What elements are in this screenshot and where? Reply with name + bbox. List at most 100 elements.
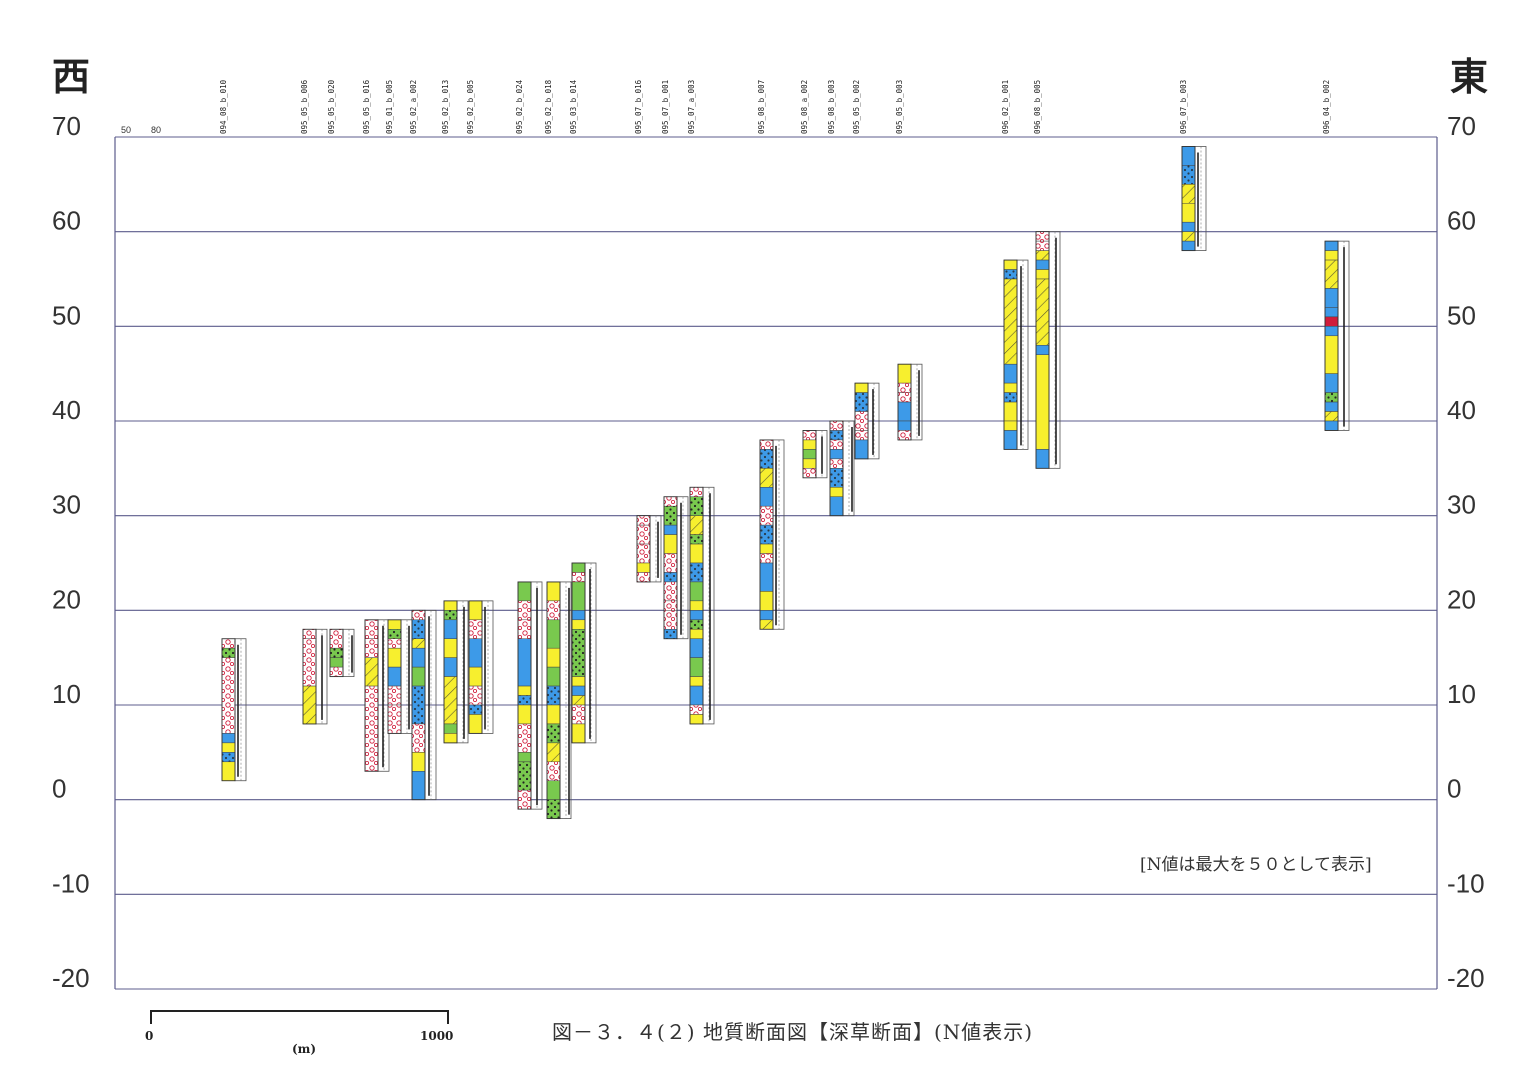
borehole-095_05_b_003: 095_05_b_003 — [895, 80, 923, 441]
blue-dot-pattern — [412, 619, 425, 639]
borehole-095_07_b_016: 095_07_b_016 — [634, 79, 662, 583]
tick-label-left-50: 50 — [52, 300, 81, 330]
gravel-pattern — [690, 705, 703, 715]
gravel-pattern — [547, 761, 560, 781]
hatch-pattern — [1325, 260, 1338, 289]
scale-unit-label: (m) — [292, 1042, 317, 1056]
blue-dot-pattern — [760, 525, 773, 545]
gravel-pattern — [469, 619, 482, 639]
gravel-pattern — [388, 705, 401, 734]
borehole-094_08_b_010: 094_08_b_010 — [219, 79, 247, 782]
borehole-id-label: 095_07_b_001 — [661, 80, 670, 134]
gravel-pattern — [855, 411, 868, 431]
n-value-frame — [481, 600, 494, 734]
tick-label-left-20: 20 — [52, 584, 81, 614]
tick-label-left-30: 30 — [52, 490, 81, 520]
blue-dot-pattern — [412, 686, 425, 724]
column-outline — [387, 619, 402, 734]
soil-layer — [1035, 354, 1050, 450]
figure-caption: 図－３．４(２) 地質断面図【深草断面】(N値表示) — [552, 1020, 1034, 1044]
soil-layer — [387, 647, 402, 668]
n-value-note: [N値は最大を５０として表示] — [1140, 855, 1372, 875]
soil-layer — [1181, 240, 1196, 251]
soil-layer — [517, 704, 532, 725]
column-outline — [364, 619, 379, 772]
hatch-pattern — [547, 742, 560, 762]
soil-layer — [689, 600, 704, 611]
column-outline — [689, 486, 704, 725]
column-outline — [802, 430, 817, 479]
hatch-pattern — [412, 638, 425, 649]
soil-layer — [1003, 430, 1018, 450]
soil-layer — [897, 401, 912, 422]
gravel-pattern — [388, 638, 401, 649]
column-outline — [546, 581, 561, 820]
sand-dot-pattern — [547, 799, 560, 819]
tick-label-right-40: 40 — [1447, 395, 1476, 425]
borehole-095_02_b_013: 095_02_b_013 — [441, 80, 469, 744]
gravel-pattern — [547, 600, 560, 620]
gravel-pattern — [664, 496, 677, 507]
soil-layer — [468, 714, 483, 734]
n-value-frame — [772, 439, 785, 630]
soil-layer — [759, 543, 774, 554]
hatch-pattern — [760, 468, 773, 488]
soil-layer — [571, 619, 586, 630]
gravel-pattern — [572, 705, 585, 724]
column-outline — [854, 382, 869, 460]
borehole-id-label: 095_07_a_003 — [687, 80, 696, 134]
soil-layer — [443, 723, 458, 734]
tick-label-right--20: -20 — [1447, 963, 1485, 993]
soil-layer — [221, 761, 236, 781]
n-value-frame — [456, 600, 469, 744]
soil-layer — [411, 647, 426, 668]
borehole-id-label: 095_05_b_003 — [895, 80, 904, 134]
borehole-096_07_b_003: 096_07_b_003 — [1179, 80, 1207, 252]
blue-dot-pattern — [547, 686, 560, 705]
soil-layer — [1324, 307, 1339, 318]
borehole-096_02_b_001: 096_02_b_001 — [1001, 80, 1029, 450]
gravel-pattern — [760, 553, 773, 563]
n-value-frame — [649, 515, 662, 583]
soil-layer — [689, 638, 704, 658]
soil-layer — [443, 600, 458, 611]
hatch-pattern — [760, 619, 773, 630]
tick-label-left-70: 70 — [52, 111, 81, 141]
soil-layer — [1324, 250, 1339, 261]
hatch-pattern — [1036, 279, 1049, 346]
column-outline — [221, 638, 236, 782]
column-outline — [1181, 146, 1196, 252]
west-label: 西 — [52, 55, 91, 99]
soil-layer — [546, 647, 561, 668]
gravel-pattern — [855, 430, 868, 440]
borehole-095_07_a_003: 095_07_a_003 — [687, 80, 715, 725]
soil-layer — [663, 524, 678, 535]
sand-dot-pattern — [572, 629, 585, 677]
soil-layer — [517, 752, 532, 763]
tick-label-left-40: 40 — [52, 395, 81, 425]
blue-dot-pattern — [855, 392, 868, 412]
soil-layer — [1324, 335, 1339, 374]
soil-layer — [854, 439, 869, 460]
gravel-pattern — [365, 638, 378, 658]
soil-layer — [829, 496, 844, 516]
soil-layer — [571, 676, 586, 687]
blue-dot-pattern — [760, 449, 773, 469]
sand-dot-pattern — [388, 629, 401, 639]
gravel-pattern — [830, 439, 843, 450]
borehole-095_03_b_014: 095_03_b_014 — [569, 79, 597, 744]
soil-layer — [411, 752, 426, 772]
tick-label-left--10: -10 — [52, 868, 90, 898]
sand-dot-pattern — [547, 723, 560, 743]
soil-layer — [468, 666, 483, 687]
gravel-pattern — [637, 525, 650, 545]
blue-dot-pattern — [1004, 269, 1017, 279]
gravel-pattern — [637, 515, 650, 526]
gravel-pattern — [664, 610, 677, 630]
soil-layer — [571, 610, 586, 621]
soil-layer — [387, 619, 402, 630]
soil-layer — [443, 619, 458, 639]
blue-dot-pattern — [469, 705, 482, 715]
soil-layer — [517, 638, 532, 687]
gravel-pattern — [830, 421, 843, 431]
